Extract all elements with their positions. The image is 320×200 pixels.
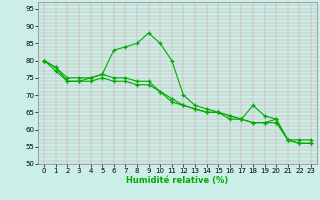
X-axis label: Humidité relative (%): Humidité relative (%) <box>126 176 229 185</box>
